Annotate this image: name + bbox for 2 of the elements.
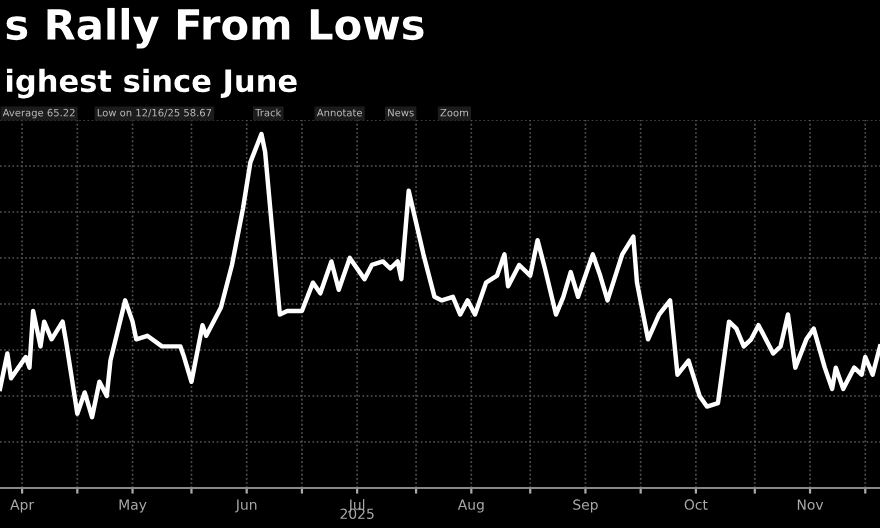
chart-subtitle: ighest since June [6, 68, 297, 99]
chart-title: s Rally From Lows [6, 7, 424, 49]
